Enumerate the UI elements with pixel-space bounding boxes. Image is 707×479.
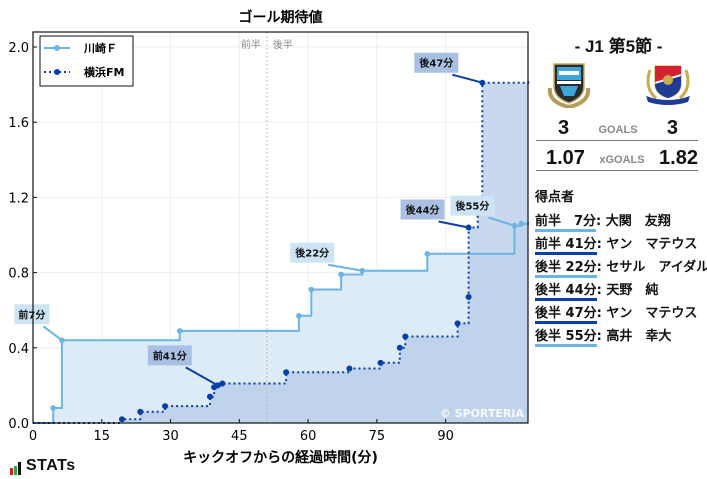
goal-annotation	[414, 52, 459, 73]
scorer-item: 後半 44分: 天野 純	[535, 279, 658, 301]
shot-marker	[346, 365, 353, 372]
shot-marker	[377, 359, 384, 366]
x-tick-label: 60	[300, 429, 317, 444]
scorer-name: : セサル アイダル	[596, 260, 707, 275]
shot-marker	[359, 267, 366, 274]
scorer-item: 前半 7分: 大関 友翔	[535, 210, 671, 232]
match-panel: - J1 第5節 - 3 GOALS 3 1.07 xGOALS 1.82 得点…	[530, 0, 707, 479]
y-tick-label: 1.6	[8, 116, 29, 131]
second-half-label: 後半	[273, 38, 293, 51]
scorer-item: 前半 41分: ヤン マテウス	[535, 233, 697, 255]
scorer-time: 前半 41分	[535, 237, 597, 255]
goal-annotation-label: 後22分	[295, 247, 329, 260]
watermark: © SPORTERIA	[440, 407, 525, 420]
goals-label: GOALS	[598, 124, 638, 136]
y-tick-label: 0.0	[8, 417, 29, 432]
away-xgoals: 1.82	[659, 147, 698, 169]
shot-marker	[308, 286, 315, 293]
goal-annotation	[147, 345, 192, 366]
x-tick-label: 75	[369, 429, 386, 444]
goal-annotation	[400, 199, 445, 220]
scorer-name: : 大関 友翔	[596, 214, 671, 229]
shot-marker	[176, 328, 183, 334]
goal-annotation	[450, 195, 495, 216]
scorer-item: 後半 22分: セサル アイダル	[535, 256, 707, 278]
stats-label: STATs	[26, 456, 76, 474]
away-area	[33, 80, 529, 424]
x-axis-label: キックオフからの経過時間(分)	[183, 449, 378, 466]
stats-logo: STATs	[10, 456, 76, 475]
legend: 川崎Ｆ 横浜FM	[39, 35, 134, 87]
goal-annotation-label: 後47分	[419, 57, 453, 70]
x-tick-label: 45	[231, 429, 248, 444]
scorer-name: : 高井 幸大	[596, 329, 672, 344]
scorer-name: : ヤン マテウス	[596, 306, 698, 321]
scorer-name: : 天野 純	[596, 283, 659, 298]
away-goals: 3	[666, 117, 678, 139]
home-goals: 3	[558, 117, 570, 139]
shot-marker	[396, 344, 403, 351]
y-tick-label: 2.0	[8, 41, 29, 56]
scorer-time: 前半 7分	[535, 214, 597, 232]
shot-marker	[137, 408, 144, 415]
shot-marker	[454, 320, 461, 327]
shot-marker	[283, 369, 290, 376]
goal-annotation-label: 後55分	[455, 200, 489, 213]
xgoals-label: xGOALS	[599, 154, 645, 166]
x-tick-label: 15	[94, 429, 111, 444]
goal-annotation-label: 前41分	[153, 349, 187, 362]
home-xgoals: 1.07	[546, 147, 585, 169]
shot-marker	[518, 220, 525, 227]
goal-annotation	[290, 242, 335, 263]
scorers-title: 得点者	[535, 190, 575, 205]
yokohama-crest-icon	[646, 65, 690, 105]
scorer-item: 後半 47分: ヤン マテウス	[535, 302, 697, 324]
shot-marker	[162, 403, 169, 410]
y-tick-label: 1.2	[8, 191, 29, 206]
kawasaki-crest-icon	[547, 63, 591, 108]
scorer-item: 後半 55分: 高井 幸大	[535, 325, 671, 347]
scorer-time: 後半 44分	[535, 283, 597, 301]
legend-label: 横浜FM	[84, 65, 124, 79]
xgoals-row: 1.07 xGOALS 1.82	[536, 146, 698, 171]
goals-row: 3 GOALS 3	[536, 114, 698, 141]
shot-marker	[465, 294, 472, 301]
goal-annotation-label: 前7分	[18, 308, 45, 321]
shot-marker	[219, 380, 226, 387]
scorer-time: 後半 47分	[535, 306, 597, 324]
shot-marker	[424, 251, 431, 257]
plot-frame	[32, 31, 529, 424]
scorer-name: : ヤン マテウス	[596, 237, 698, 252]
legend-label: 川崎Ｆ	[83, 41, 117, 55]
y-tick-label: 0.8	[8, 267, 29, 282]
x-tick-label: 30	[162, 429, 179, 444]
round-title: - J1 第5節 -	[574, 37, 663, 56]
shot-marker	[50, 405, 56, 411]
y-tick-label: 0.4	[8, 342, 29, 357]
x-tick-label: 90	[437, 429, 454, 444]
scorer-time: 後半 55分	[535, 329, 597, 347]
scorer-time: 後半 22分	[535, 260, 597, 278]
goal-annotation-label: 後44分	[406, 203, 440, 216]
x-tick-label: 0	[29, 429, 37, 444]
first-half-label: 前半	[241, 38, 261, 51]
goal-annotation	[14, 304, 50, 325]
stats-bars-icon	[10, 456, 22, 475]
shot-marker	[296, 313, 302, 319]
chart-title: ゴール期待値	[239, 9, 323, 26]
shot-marker	[338, 271, 344, 278]
shot-marker	[402, 333, 409, 340]
shot-marker	[206, 393, 213, 400]
shot-marker	[118, 416, 125, 423]
